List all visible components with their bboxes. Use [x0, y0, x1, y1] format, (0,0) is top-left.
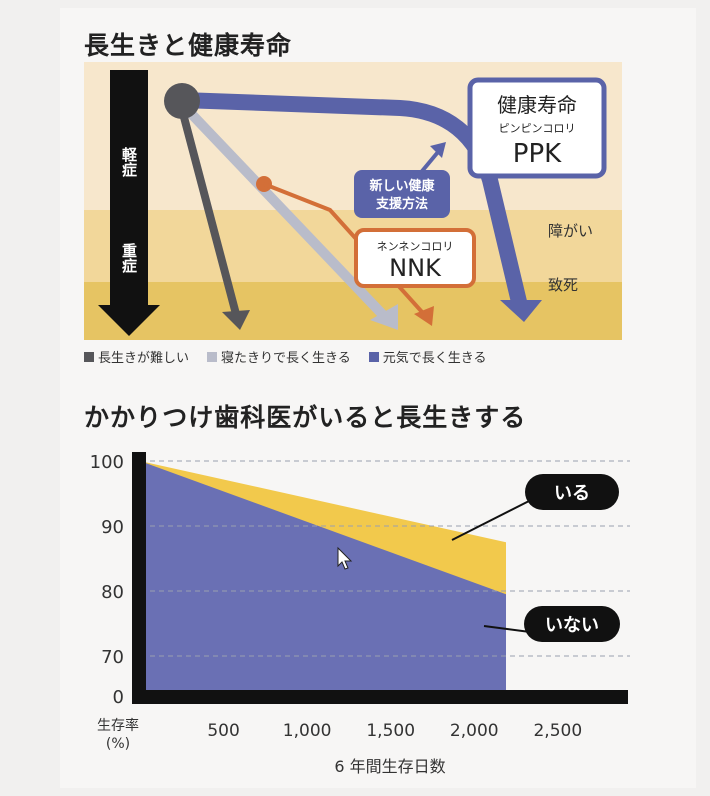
- y-axis-label: 生存率: [97, 717, 139, 734]
- arrow-bedridden-head: [370, 304, 398, 330]
- arrow-orange-head: [414, 306, 434, 326]
- legend-item-healthy: 元気で長く生きる: [368, 347, 487, 366]
- callout-iru-label: いる: [554, 483, 590, 504]
- support-box: [354, 170, 450, 218]
- arrow-difficult-head: [222, 310, 250, 330]
- nnk-sub: ネンネンコロリ: [377, 240, 454, 253]
- x-tick-label-500: 500: [207, 721, 239, 741]
- y-tick-label-70: 70: [101, 647, 124, 668]
- ppk-title: 健康寿命: [497, 93, 577, 117]
- support-line1: 新しい健康: [369, 178, 435, 194]
- start-circle: [164, 83, 200, 119]
- diagram-title: 長生きと健康寿命: [84, 31, 293, 60]
- y-axis: [132, 452, 146, 704]
- severity-arrow-head: [98, 305, 160, 336]
- x-tick-label-1500: 1,500: [366, 721, 415, 741]
- arrow-support-head: [430, 142, 446, 158]
- x-axis-label: 6 年間生存日数: [334, 757, 445, 776]
- y-tick-label-0: 0: [113, 687, 124, 708]
- legend-label: 長生きが難しい: [98, 351, 190, 366]
- diagram-legend: 長生きが難しい 寝たきりで長く生きる 元気で長く生きる: [84, 347, 487, 366]
- legend-swatch: [84, 351, 94, 362]
- callout-iru-bubble: [525, 474, 619, 510]
- callout-inai-label: いない: [545, 615, 599, 636]
- support-line2: 支援方法: [375, 196, 428, 212]
- diagram-bg-disability: [84, 210, 622, 282]
- legend-label: 元気で長く生きる: [382, 351, 487, 366]
- y-axis-unit: (%): [106, 736, 130, 752]
- mouse-cursor-icon: [337, 546, 353, 570]
- zone-death-label: 致死: [548, 276, 578, 294]
- y-tick-label-80: 80: [101, 582, 124, 603]
- zone-disability-label: 障がい: [548, 222, 593, 240]
- nnk-code: NNK: [389, 254, 442, 282]
- axis-heavy-label: 重症: [120, 242, 138, 274]
- callout-inai-bubble: [524, 606, 620, 642]
- ppk-box: [467, 77, 607, 179]
- legend-item-bedridden: 寝たきりで長く生きる: [207, 347, 351, 366]
- arrow-difficult: [176, 100, 240, 316]
- x-tick-label-2500: 2,500: [533, 721, 582, 741]
- axis-light-label: 軽症: [120, 147, 138, 178]
- x-axis: [132, 690, 628, 704]
- legend-swatch: [368, 351, 379, 362]
- legend-item-difficult: 長生きが難しい: [84, 347, 189, 366]
- area-inai: [140, 461, 506, 696]
- legend-swatch: [207, 351, 218, 362]
- callout-inai-pointer: [483, 625, 531, 633]
- arrow-bedridden: [178, 100, 388, 320]
- x-tick-label-1000: 1,000: [283, 721, 332, 741]
- x-tick-label-2000: 2,000: [450, 721, 499, 741]
- legend-label: 寝たきりで長く生きる: [221, 351, 351, 366]
- y-tick-label-90: 90: [101, 517, 124, 538]
- ppk-sub: ピンピンコロリ: [499, 122, 576, 135]
- chart-title: かかりつけ歯科医がいると長生きする: [84, 403, 527, 432]
- nnk-box: [354, 228, 476, 288]
- callout-iru-pointer: [451, 499, 532, 541]
- severity-arrow-shaft: [110, 70, 148, 310]
- ppk-code: PPK: [513, 139, 562, 169]
- y-tick-label-100: 100: [90, 452, 124, 473]
- arrow-healthy-head: [500, 300, 542, 322]
